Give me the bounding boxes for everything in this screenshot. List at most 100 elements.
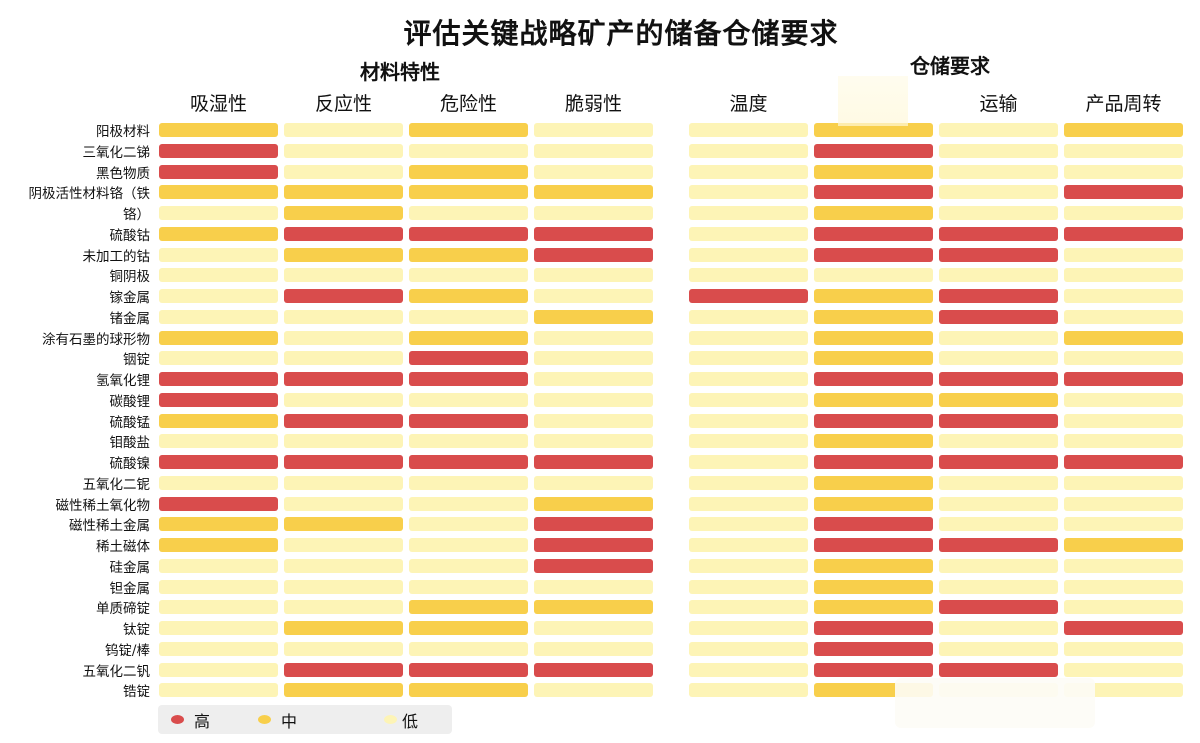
heatmap-cell <box>534 558 653 573</box>
heatmap-cell <box>159 226 278 241</box>
heatmap-cell <box>284 434 403 449</box>
row-label: 铟锭 <box>123 352 150 369</box>
heatmap-cell <box>534 206 653 220</box>
heatmap-cell <box>409 683 528 698</box>
heatmap-cell <box>534 372 653 386</box>
column-header-1: 反应性 <box>314 93 372 115</box>
heatmap-cell <box>689 309 808 324</box>
heatmap-cell <box>534 289 653 303</box>
heatmap-cell <box>534 517 653 532</box>
heatmap-cell <box>939 372 1058 386</box>
legend-swatch-low <box>384 715 397 724</box>
row-label: 黑色物质 <box>96 165 150 182</box>
heatmap-cell <box>284 662 403 677</box>
heatmap-cell <box>159 558 278 573</box>
heatmap-cell <box>689 413 808 428</box>
heatmap-cell <box>939 185 1058 200</box>
column-header-7: 产品周转 <box>1085 93 1162 115</box>
heatmap-cell <box>689 600 808 615</box>
heatmap-cell <box>814 579 933 594</box>
heatmap-cell <box>159 600 278 615</box>
heatmap-cell <box>159 413 278 428</box>
heatmap-cell <box>689 268 808 283</box>
heatmap-cell <box>534 164 653 179</box>
heatmap-cell <box>534 662 653 677</box>
heatmap-cell <box>534 621 653 635</box>
legend-label-high: 高 <box>194 712 211 731</box>
heatmap-cell <box>939 123 1058 137</box>
heatmap-cell <box>534 641 653 656</box>
heatmap-cell <box>284 455 403 469</box>
row-label: 硫酸镍 <box>109 456 151 472</box>
row-label: 未加工的钴 <box>82 248 151 265</box>
heatmap-cell <box>1064 413 1183 428</box>
heatmap-cell <box>159 268 278 283</box>
heatmap-cell <box>284 558 403 573</box>
column-header-6: 运输 <box>979 93 1018 115</box>
heatmap-cell <box>159 123 278 137</box>
heatmap-cell <box>689 206 808 220</box>
heatmap-cell <box>1064 517 1183 532</box>
heatmap-cell <box>409 641 528 656</box>
heatmap-cell <box>534 434 653 449</box>
heatmap-cell <box>939 600 1058 615</box>
row-label: 硫酸锰 <box>109 414 151 431</box>
heatmap-cell <box>1064 247 1183 262</box>
heatmap-cell <box>409 164 528 179</box>
row-label: 磁性稀土氧化物 <box>55 497 151 514</box>
legend-label-medium: 中 <box>281 712 298 731</box>
row-label: 钽金属 <box>109 580 151 597</box>
row-label: 五氧化二铌 <box>82 476 151 493</box>
heatmap-cell <box>534 475 653 490</box>
heatmap-cell <box>409 579 528 594</box>
heatmap-cell <box>689 123 808 137</box>
heatmap-cell <box>814 496 933 511</box>
heatmap-cell <box>1064 309 1183 324</box>
heatmap-cell <box>814 268 933 283</box>
group-label-material-properties: 材料特性 <box>360 60 440 84</box>
heatmap-cell <box>409 226 528 241</box>
heatmap-cell <box>534 330 653 345</box>
heatmap-cell <box>284 206 403 220</box>
heatmap-cell <box>159 496 278 511</box>
heatmap-cell <box>1064 600 1183 615</box>
heatmap-cell <box>814 206 933 220</box>
heatmap-cell <box>689 496 808 511</box>
heatmap-cell <box>689 662 808 677</box>
heatmap-cell <box>284 496 403 511</box>
heatmap-cell <box>409 289 528 303</box>
heatmap-cell <box>1064 662 1183 677</box>
overlay-redaction <box>895 678 1095 728</box>
heatmap-cell <box>284 683 403 698</box>
heatmap-cell <box>1064 143 1183 158</box>
row-label: 阴极活性材料铬（铁 <box>28 186 151 203</box>
heatmap-cell <box>159 164 278 179</box>
heatmap-cell <box>814 309 933 324</box>
heatmap-cell <box>939 558 1058 573</box>
heatmap-cell <box>689 143 808 158</box>
row-label: 钼酸盐 <box>109 435 151 452</box>
heatmap-cell <box>689 164 808 179</box>
heatmap-cell <box>1064 621 1183 635</box>
heatmap-cell <box>409 413 528 428</box>
row-label: 镓金属 <box>109 290 151 306</box>
heatmap-cell <box>1064 185 1183 200</box>
heatmap-cell <box>159 185 278 200</box>
heatmap-cell <box>159 143 278 158</box>
heatmap-cell <box>939 289 1058 303</box>
heatmap-cell <box>159 517 278 532</box>
heatmap-cell <box>284 392 403 407</box>
heatmap-cell <box>1064 330 1183 345</box>
row-label: 铬） <box>123 207 150 223</box>
heatmap-cell <box>159 621 278 635</box>
heatmap-cell <box>939 143 1058 158</box>
heatmap-cell <box>409 517 528 532</box>
heatmap-cell <box>284 123 403 137</box>
legend-label-low: 低 <box>402 712 419 731</box>
heatmap-cell <box>284 517 403 532</box>
heatmap-cell <box>534 579 653 594</box>
heatmap-cell <box>814 289 933 303</box>
heatmap-cell <box>689 455 808 469</box>
heatmap-cell <box>1064 372 1183 386</box>
heatmap-cell <box>159 247 278 262</box>
